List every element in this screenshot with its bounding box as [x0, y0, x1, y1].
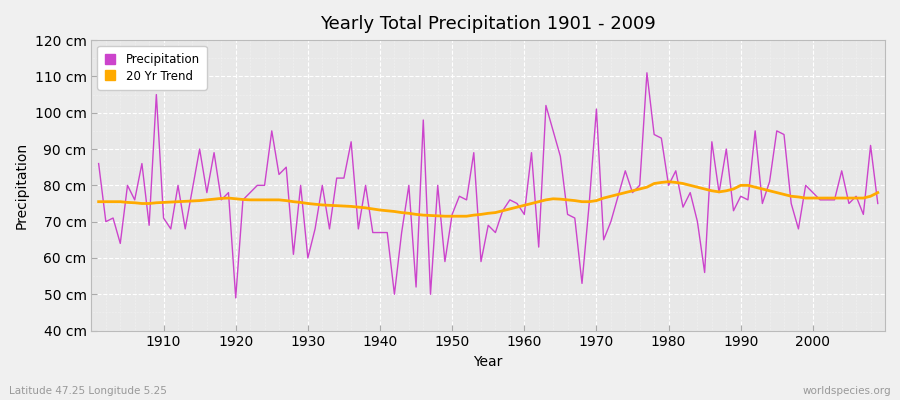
20 Yr Trend: [439, 214, 450, 219]
Precipitation: [360, 183, 371, 188]
20 Yr Trend: [613, 192, 624, 197]
20 Yr Trend: [526, 201, 537, 206]
Precipitation: [519, 212, 530, 217]
X-axis label: Year: Year: [473, 355, 503, 369]
Precipitation: [642, 70, 652, 75]
Line: Precipitation: Precipitation: [99, 73, 878, 298]
20 Yr Trend: [663, 179, 674, 184]
20 Yr Trend: [519, 203, 530, 208]
Text: worldspecies.org: worldspecies.org: [803, 386, 891, 396]
Precipitation: [872, 201, 883, 206]
Precipitation: [526, 150, 537, 155]
20 Yr Trend: [94, 199, 104, 204]
Precipitation: [151, 92, 162, 97]
Line: 20 Yr Trend: 20 Yr Trend: [99, 182, 878, 216]
Text: Latitude 47.25 Longitude 5.25: Latitude 47.25 Longitude 5.25: [9, 386, 166, 396]
Precipitation: [94, 161, 104, 166]
20 Yr Trend: [872, 190, 883, 195]
20 Yr Trend: [151, 200, 162, 205]
Y-axis label: Precipitation: Precipitation: [15, 142, 29, 229]
20 Yr Trend: [310, 202, 320, 207]
20 Yr Trend: [353, 205, 364, 210]
Precipitation: [613, 194, 624, 199]
Title: Yearly Total Precipitation 1901 - 2009: Yearly Total Precipitation 1901 - 2009: [320, 15, 656, 33]
Precipitation: [317, 183, 328, 188]
Precipitation: [230, 296, 241, 300]
Legend: Precipitation, 20 Yr Trend: Precipitation, 20 Yr Trend: [97, 46, 207, 90]
